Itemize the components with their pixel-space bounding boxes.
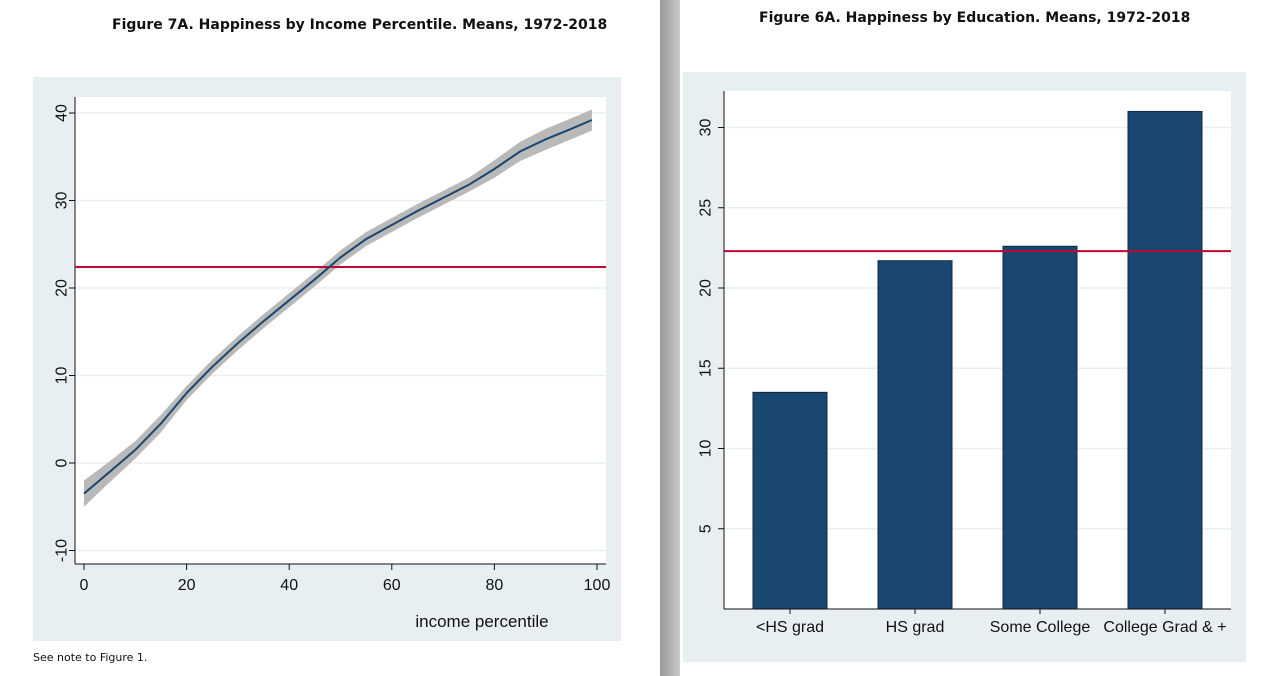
y-tick-label: 0 <box>54 458 71 467</box>
y-tick-label: 30 <box>54 192 71 210</box>
bar-1 <box>877 260 953 610</box>
right-figure-title: Figure 6A. Happiness by Education. Means… <box>759 10 1191 26</box>
left-figure-title: Figure 7A. Happiness by Income Percentil… <box>112 17 608 33</box>
y-tick-label: -10 <box>54 539 71 562</box>
x-tick-label: 60 <box>383 577 401 594</box>
y-tick-label: 25 <box>698 199 715 217</box>
y-tick-label: 5 <box>698 524 715 533</box>
y-tick-label: 30 <box>698 119 715 137</box>
y-tick-label: 15 <box>698 359 715 377</box>
x-axis-title: income percentile <box>415 612 548 631</box>
x-tick-label: 80 <box>486 577 504 594</box>
series-line <box>83 119 593 495</box>
y-tick-label: 10 <box>54 367 71 385</box>
x-category-label: HS grad <box>886 619 945 636</box>
confidence-band <box>84 109 592 507</box>
y-tick-label: 10 <box>698 440 715 458</box>
x-tick-label: 20 <box>178 577 196 594</box>
figure-note: See note to Figure 1. <box>33 651 148 664</box>
x-tick-label: 100 <box>584 577 611 594</box>
x-tick-label: 0 <box>80 577 89 594</box>
bar-2 <box>1002 245 1078 610</box>
y-tick-label: 40 <box>54 104 71 122</box>
plot-area <box>75 97 606 564</box>
bar-0 <box>752 391 828 610</box>
x-tick-label: 40 <box>280 577 298 594</box>
bar-3 <box>1127 110 1203 610</box>
y-tick-label: 20 <box>698 279 715 297</box>
page-divider <box>660 0 680 676</box>
x-category-label: College Grad & + <box>1103 619 1226 636</box>
x-category-label: <HS grad <box>756 619 824 636</box>
y-tick-label: 20 <box>54 279 71 297</box>
x-category-label: Some College <box>990 619 1091 636</box>
